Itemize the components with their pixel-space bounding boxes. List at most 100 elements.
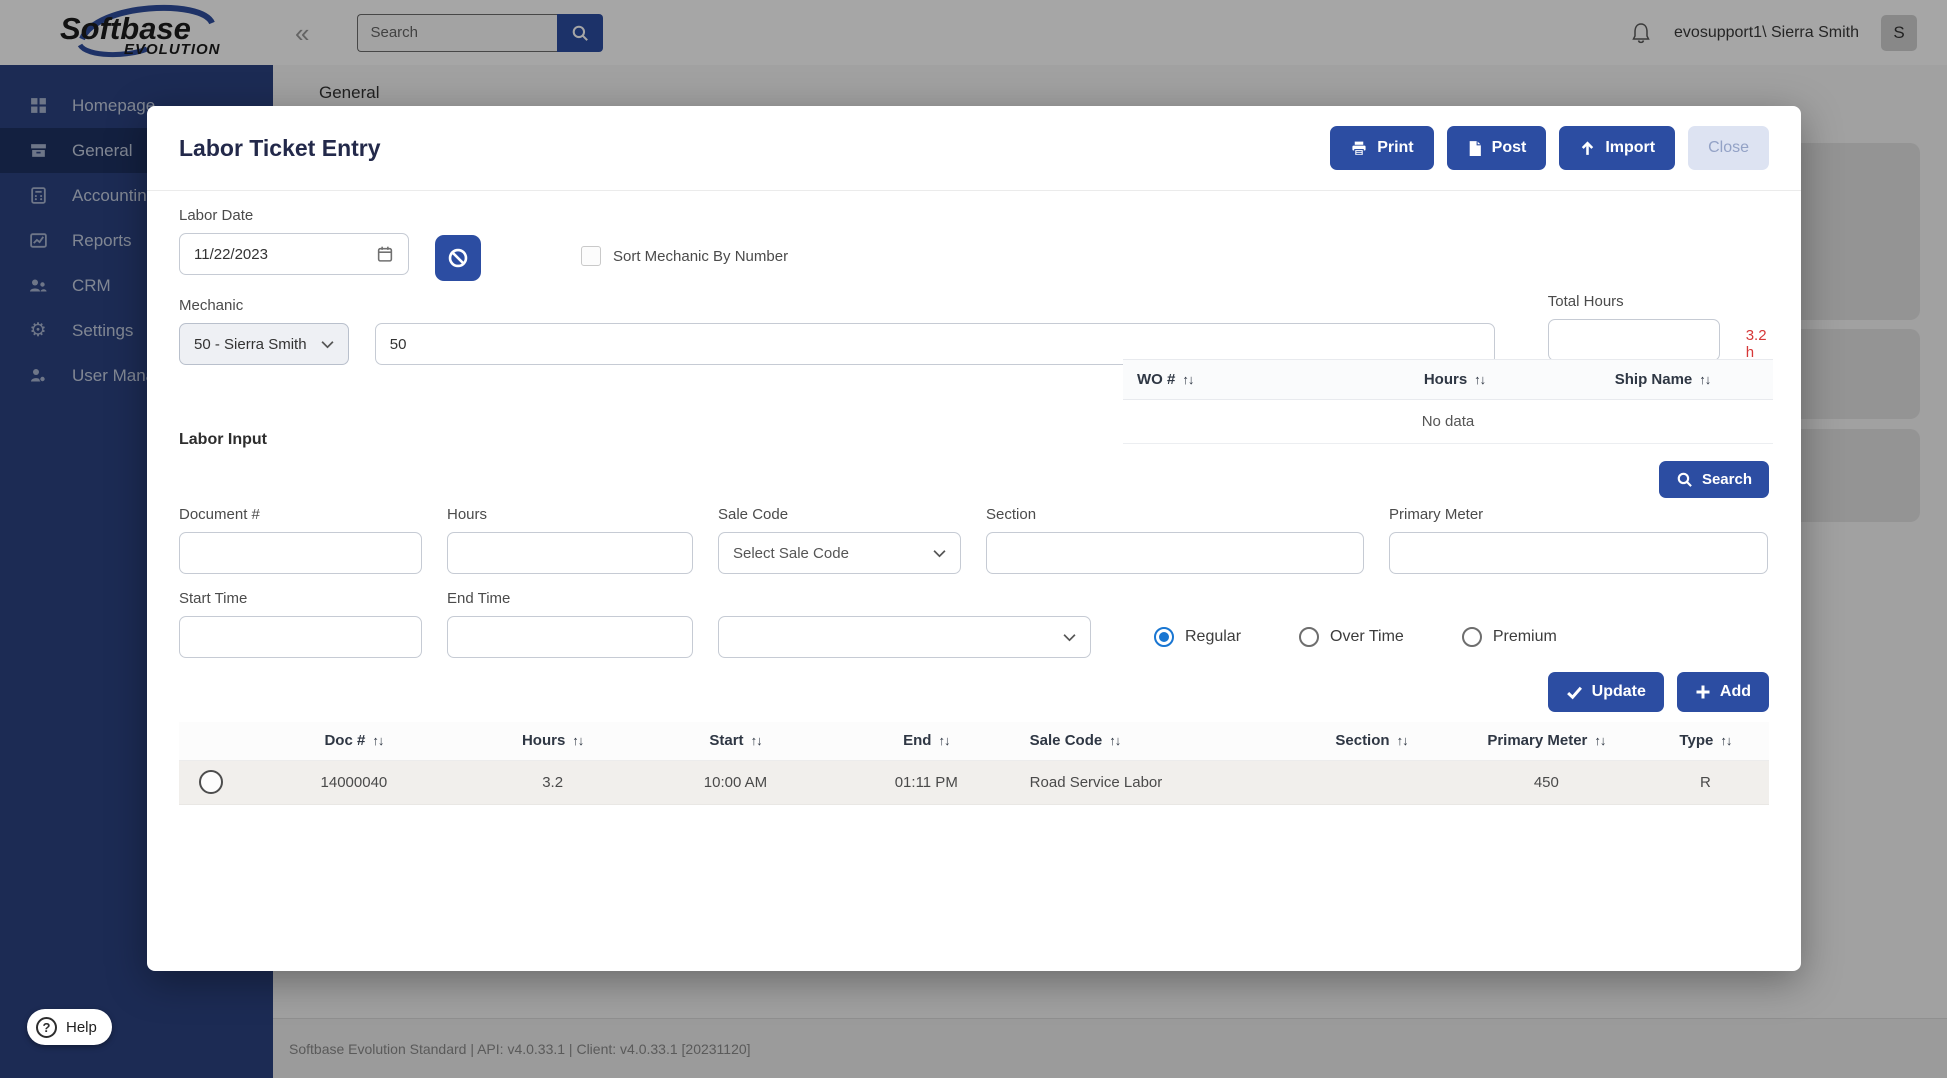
sidebar-item-reports[interactable]: Reports bbox=[0, 218, 273, 263]
labor-date-value: 11/22/2023 bbox=[194, 245, 268, 263]
entries-col-header[interactable]: Hours ↑↓ bbox=[465, 722, 641, 761]
total-hours-hint: 3.2 h bbox=[1745, 327, 1767, 361]
sidebar-item-label: CRM bbox=[72, 275, 111, 295]
wo-col-header[interactable]: Hours ↑↓ bbox=[1357, 359, 1552, 400]
check-icon bbox=[1566, 686, 1582, 699]
dialog-title: Labor Ticket Entry bbox=[179, 134, 381, 161]
sort-icon[interactable]: ↑↓ bbox=[1474, 372, 1486, 387]
row-select-radio[interactable] bbox=[198, 770, 223, 794]
entries-col-header[interactable]: Section ↑↓ bbox=[1291, 722, 1451, 761]
sort-icon[interactable]: ↑↓ bbox=[1720, 733, 1732, 749]
chevron-down-icon bbox=[321, 340, 334, 348]
cell-hours: 3.2 bbox=[465, 760, 641, 805]
search-submit-button[interactable] bbox=[557, 13, 604, 52]
sidebar-item-label: General bbox=[72, 140, 133, 160]
total-hours-input[interactable] bbox=[1547, 319, 1720, 361]
sort-icon[interactable]: ↑↓ bbox=[572, 733, 584, 749]
sort-icon[interactable]: ↑↓ bbox=[372, 733, 384, 749]
document-input[interactable] bbox=[179, 532, 422, 574]
close-button[interactable]: Close bbox=[1688, 126, 1769, 170]
table-row[interactable]: 14000040 3.2 10:00 AM 01:11 PM Road Serv… bbox=[179, 760, 1769, 805]
plus-icon bbox=[1696, 685, 1710, 699]
logged-in-user: evosupport1\ Sierra Smith bbox=[1674, 23, 1859, 41]
labor-search-button[interactable]: Search bbox=[1658, 461, 1769, 498]
radio-premium-control[interactable] bbox=[1461, 627, 1482, 647]
import-button[interactable]: Import bbox=[1559, 126, 1676, 170]
sort-mechanic-checkbox[interactable] bbox=[581, 246, 601, 266]
radio-premium[interactable]: Premium bbox=[1461, 627, 1557, 647]
sort-icon[interactable]: ↑↓ bbox=[1699, 372, 1711, 387]
sort-icon[interactable]: ↑↓ bbox=[1109, 733, 1121, 749]
rate-select[interactable] bbox=[718, 616, 1091, 658]
app-footer: Softbase Evolution Standard | API: v4.0.… bbox=[273, 1018, 1947, 1078]
cell-end: 01:11 PM bbox=[830, 760, 1022, 805]
labor-date-label: Labor Date bbox=[179, 207, 254, 224]
entries-col-header[interactable]: Start ↑↓ bbox=[640, 722, 831, 761]
help-button[interactable]: ? Help bbox=[27, 1009, 112, 1045]
entries-col-header[interactable]: Type ↑↓ bbox=[1641, 722, 1769, 761]
rate-type-radio-group: Regular Over Time Premium bbox=[1154, 616, 1557, 658]
entries-col-header[interactable]: Primary Meter ↑↓ bbox=[1450, 722, 1642, 761]
radio-regular-label: Regular bbox=[1185, 628, 1242, 645]
wo-col-header[interactable]: WO # ↑↓ bbox=[1123, 359, 1357, 400]
sort-icon[interactable]: ↑↓ bbox=[1396, 733, 1409, 749]
primary-meter-input[interactable] bbox=[1389, 532, 1768, 574]
sidebar-item-accounting[interactable]: Accounting bbox=[0, 173, 273, 218]
user-avatar[interactable]: S bbox=[1881, 14, 1917, 51]
printer-icon bbox=[1352, 141, 1366, 156]
mechanic-number-input[interactable] bbox=[374, 323, 1495, 365]
ban-icon bbox=[448, 248, 468, 268]
hours-input[interactable] bbox=[447, 532, 693, 574]
radio-over-time[interactable]: Over Time bbox=[1299, 627, 1404, 647]
search-icon bbox=[1677, 472, 1692, 487]
sale-code-select[interactable]: Select Sale Code bbox=[718, 532, 961, 574]
add-button[interactable]: Add bbox=[1676, 672, 1769, 712]
search-input[interactable] bbox=[357, 13, 558, 52]
labor-date-input[interactable]: 11/22/2023 bbox=[179, 233, 409, 275]
sidebar-collapse-icon[interactable]: « bbox=[295, 17, 310, 48]
radio-regular[interactable]: Regular bbox=[1154, 627, 1241, 647]
mechanic-select[interactable]: 50 - Sierra Smith bbox=[179, 323, 349, 365]
section-input[interactable] bbox=[986, 532, 1364, 574]
section-label: Section bbox=[986, 506, 1037, 523]
logo-text-primary: Softbase bbox=[60, 10, 191, 46]
chart-icon bbox=[28, 231, 48, 251]
end-time-input[interactable] bbox=[447, 616, 693, 658]
sidebar-item-settings[interactable]: ⚙ Settings bbox=[0, 308, 273, 353]
update-button[interactable]: Update bbox=[1547, 672, 1664, 712]
entries-col-header[interactable]: Doc # ↑↓ bbox=[242, 722, 466, 761]
radio-regular-control[interactable] bbox=[1154, 627, 1174, 647]
sidebar-item-label: Settings bbox=[72, 320, 134, 340]
sale-code-placeholder: Select Sale Code bbox=[733, 544, 849, 562]
top-header: Softbase EVOLUTION « evosupport1\ Sierra… bbox=[0, 0, 1947, 65]
cell-start: 10:00 AM bbox=[640, 760, 831, 805]
arrow-up-icon bbox=[1582, 140, 1594, 155]
document-icon bbox=[1469, 140, 1481, 156]
sidebar-item-crm[interactable]: CRM bbox=[0, 263, 273, 308]
radio-over-time-control[interactable] bbox=[1299, 627, 1320, 647]
document-label: Document # bbox=[179, 506, 260, 523]
sort-mechanic-toggle[interactable]: Sort Mechanic By Number bbox=[581, 233, 788, 279]
entries-col-header[interactable]: End ↑↓ bbox=[830, 722, 1022, 761]
sort-icon[interactable]: ↑↓ bbox=[938, 733, 950, 749]
sidebar-item-label: Accounting bbox=[72, 185, 157, 205]
logo-text-secondary: EVOLUTION bbox=[124, 40, 221, 58]
start-time-input[interactable] bbox=[179, 616, 422, 658]
sidebar-item-label: Homepage bbox=[72, 95, 156, 115]
add-button-label: Add bbox=[1719, 683, 1751, 700]
sort-icon[interactable]: ↑↓ bbox=[1594, 733, 1606, 749]
sidebar-item-homepage[interactable]: Homepage bbox=[0, 83, 273, 128]
entries-col-header[interactable]: Sale Code ↑↓ bbox=[1021, 722, 1292, 761]
print-button[interactable]: Print bbox=[1330, 126, 1434, 170]
cell-section bbox=[1291, 760, 1451, 805]
logo-swoosh-icon bbox=[77, 4, 215, 57]
radio-over-time-label: Over Time bbox=[1330, 628, 1404, 645]
hours-label: Hours bbox=[447, 506, 488, 523]
sort-icon[interactable]: ↑↓ bbox=[750, 733, 763, 749]
wo-col-header[interactable]: Ship Name ↑↓ bbox=[1552, 359, 1773, 400]
drawer-icon bbox=[28, 141, 48, 161]
notifications-bell-icon[interactable] bbox=[1630, 21, 1652, 45]
clear-date-button[interactable] bbox=[435, 235, 481, 281]
post-button[interactable]: Post bbox=[1446, 126, 1547, 170]
sort-icon[interactable]: ↑↓ bbox=[1182, 372, 1194, 387]
